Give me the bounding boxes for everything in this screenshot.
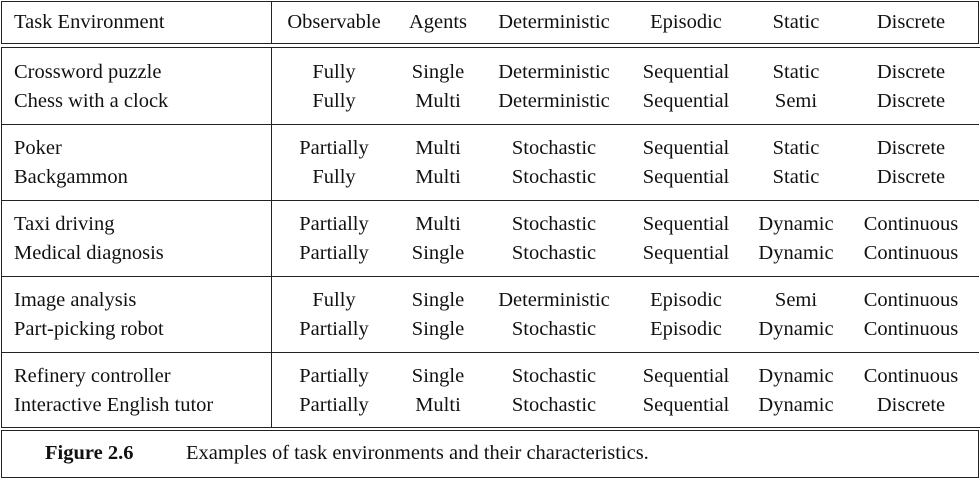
cell-static: Static [772,137,820,159]
cell-discrete: Continuous [863,213,959,235]
body-column-divider [271,47,272,427]
cell-static: Static [772,61,820,83]
cell-agents: Multi [415,90,461,112]
cell-agents: Multi [415,394,461,416]
group-divider [1,124,979,125]
cell-deterministic: Deterministic [498,90,610,112]
group-divider [1,352,979,353]
figure-caption: Examples of task environments and their … [186,442,649,464]
cell-agents: Single [411,242,465,264]
cell-static: Dynamic [758,242,834,264]
cell-task-environment: Crossword puzzle [14,61,162,83]
cell-deterministic: Stochastic [511,166,597,188]
cell-task-environment: Refinery controller [14,365,171,387]
cell-episodic: Sequential [642,213,730,235]
cell-discrete: Continuous [863,365,959,387]
cell-episodic: Sequential [642,242,730,264]
cell-episodic: Sequential [642,365,730,387]
cell-observable: Fully [312,166,356,188]
cell-observable: Partially [299,242,369,264]
cell-deterministic: Stochastic [511,137,597,159]
group-divider [1,276,979,277]
group-divider [1,200,979,201]
cell-observable: Partially [299,213,369,235]
cell-observable: Partially [299,365,369,387]
cell-static: Dynamic [758,365,834,387]
cell-task-environment: Poker [14,137,62,159]
cell-agents: Multi [415,213,461,235]
cell-observable: Fully [312,90,356,112]
table-header-box [1,1,979,44]
cell-discrete: Discrete [876,90,946,112]
cell-task-environment: Interactive English tutor [14,394,214,416]
cell-discrete: Discrete [876,137,946,159]
column-header-agents: Agents [408,11,468,33]
cell-deterministic: Stochastic [511,242,597,264]
column-header-episodic: Episodic [650,11,722,33]
cell-deterministic: Stochastic [511,394,597,416]
cell-observable: Partially [299,137,369,159]
cell-discrete: Continuous [863,242,959,264]
cell-task-environment: Chess with a clock [14,90,169,112]
header-column-divider [271,1,272,43]
cell-static: Dynamic [758,394,834,416]
cell-deterministic: Stochastic [511,365,597,387]
cell-episodic: Sequential [642,166,730,188]
column-header-task-environment: Task Environment [14,11,165,33]
cell-task-environment: Taxi driving [14,213,115,235]
cell-discrete: Continuous [863,318,959,340]
cell-deterministic: Stochastic [511,213,597,235]
cell-static: Static [772,166,820,188]
cell-task-environment: Part-picking robot [14,318,164,340]
column-header-observable: Observable [287,11,381,33]
column-header-static: Static [772,11,820,33]
cell-static: Dynamic [758,213,834,235]
table-body-box [1,47,980,428]
cell-task-environment: Backgammon [14,166,128,188]
cell-deterministic: Deterministic [498,289,610,311]
cell-observable: Partially [299,394,369,416]
cell-discrete: Discrete [876,166,946,188]
column-header-deterministic: Deterministic [498,11,610,33]
cell-agents: Single [411,365,465,387]
cell-discrete: Continuous [863,289,959,311]
cell-agents: Multi [415,137,461,159]
cell-deterministic: Stochastic [511,318,597,340]
cell-static: Semi [774,289,818,311]
cell-episodic: Sequential [642,137,730,159]
cell-static: Dynamic [758,318,834,340]
cell-agents: Single [411,318,465,340]
cell-task-environment: Image analysis [14,289,137,311]
cell-episodic: Sequential [642,394,730,416]
column-header-discrete: Discrete [876,11,946,33]
cell-discrete: Discrete [876,394,946,416]
cell-observable: Partially [299,318,369,340]
cell-task-environment: Medical diagnosis [14,242,164,264]
caption-box [1,430,979,478]
cell-agents: Single [411,61,465,83]
cell-episodic: Sequential [642,90,730,112]
cell-episodic: Episodic [650,318,722,340]
cell-discrete: Discrete [876,61,946,83]
cell-agents: Single [411,289,465,311]
cell-static: Semi [774,90,818,112]
cell-observable: Fully [312,289,356,311]
cell-episodic: Episodic [650,289,722,311]
cell-observable: Fully [312,61,356,83]
figure-label: Figure 2.6 [45,442,134,464]
cell-agents: Multi [415,166,461,188]
cell-deterministic: Deterministic [498,61,610,83]
cell-episodic: Sequential [642,61,730,83]
